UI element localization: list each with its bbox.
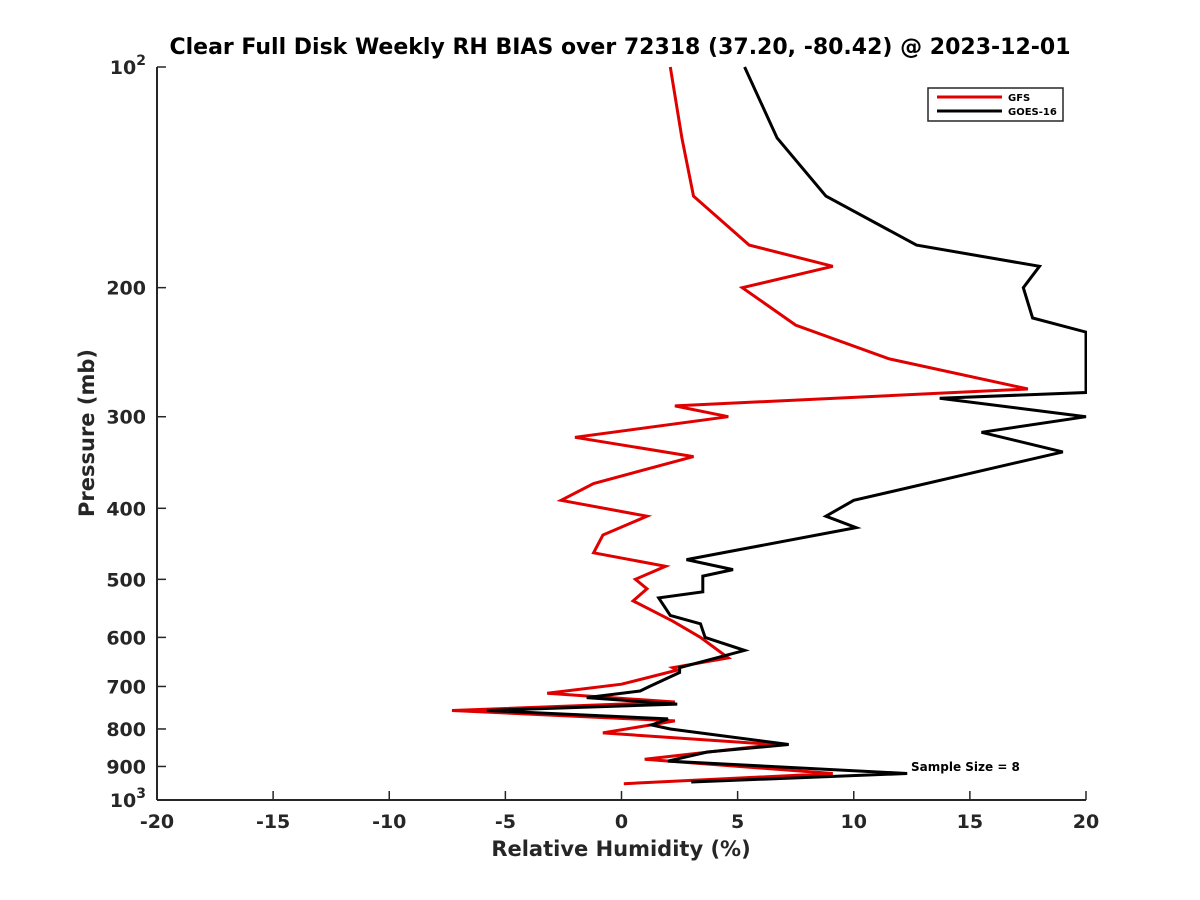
y-tick-label: 600 (106, 627, 146, 649)
x-axis-ticks: -20 -15 -10 -5 0 5 10 15 20 (140, 791, 1099, 833)
x-tick-label: -20 (140, 811, 174, 833)
legend-items: GFS GOES-16 (937, 93, 1057, 118)
x-tick-label: 10 (841, 811, 867, 833)
x-tick-label: 5 (731, 811, 744, 833)
series-line-goes-16 (486, 66, 1087, 784)
series-layer (451, 66, 1087, 786)
y-tick-label: 102 (110, 53, 146, 79)
y-tick-exponent: 2 (136, 53, 146, 69)
y-axis-label: Pressure (mb) (75, 349, 99, 517)
legend-label-goes-16: GOES-16 (1008, 107, 1057, 118)
y-tick-label: 200 (106, 278, 146, 300)
x-tick-label: -5 (495, 811, 516, 833)
y-tick-label: 700 (106, 676, 146, 698)
y-tick-label: 300 (106, 407, 146, 429)
legend: GFS GOES-16 (927, 87, 1064, 122)
y-tick-label: 800 (106, 719, 146, 741)
y-tick-label: 500 (106, 569, 146, 591)
plot-area (157, 67, 1086, 800)
sample-size-annotation: Sample Size = 8 (911, 760, 1020, 774)
legend-box (927, 87, 1064, 122)
series-line-gfs (451, 66, 1029, 786)
x-axis-label: Relative Humidity (%) (491, 837, 750, 861)
y-tick-label: 400 (106, 498, 146, 520)
x-tick-label: 20 (1073, 811, 1099, 833)
y-tick-label: 103 (110, 786, 146, 812)
x-tick-label: 0 (615, 811, 628, 833)
y-tick-base: 10 (110, 57, 136, 79)
legend-label-gfs: GFS (1008, 93, 1030, 104)
x-tick-label: -10 (372, 811, 406, 833)
chart-title: Clear Full Disk Weekly RH BIAS over 7231… (169, 35, 1070, 60)
y-tick-base: 10 (110, 790, 136, 812)
x-tick-label: -15 (256, 811, 290, 833)
y-tick-exponent: 3 (136, 786, 146, 802)
y-tick-label: 900 (106, 756, 146, 778)
x-tick-label: 15 (957, 811, 983, 833)
